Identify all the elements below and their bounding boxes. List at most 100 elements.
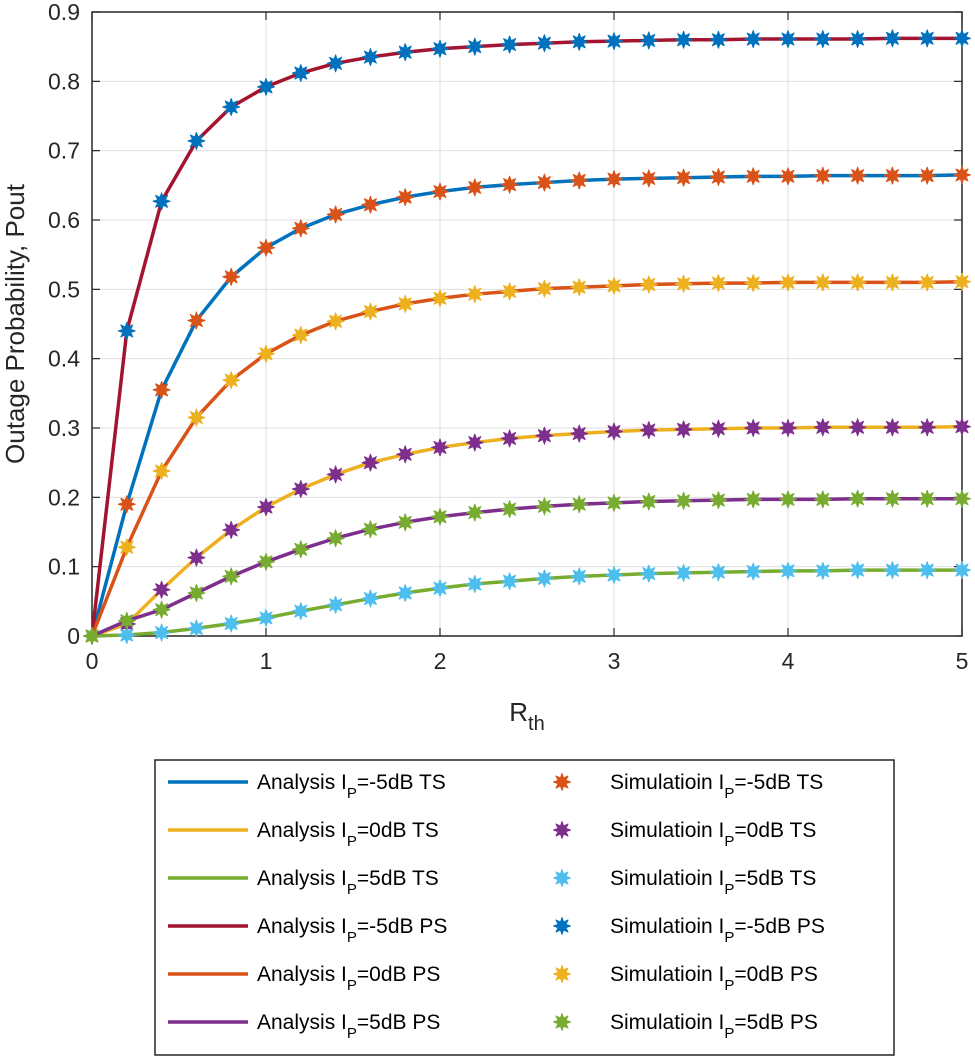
data-point xyxy=(605,32,623,51)
legend-marker-swatch xyxy=(553,773,571,791)
data-point xyxy=(848,166,867,185)
data-point xyxy=(883,561,902,580)
legend-label: Analysis IP=5dB PS xyxy=(257,1011,440,1042)
data-point xyxy=(396,513,415,532)
data-point xyxy=(117,495,136,514)
data-point xyxy=(883,29,902,48)
y-tick-label: 0.7 xyxy=(48,138,80,164)
legend-label: Analysis IP=0dB PS xyxy=(257,963,440,994)
data-point xyxy=(361,589,380,608)
data-point xyxy=(570,32,589,51)
data-point xyxy=(779,30,797,49)
data-point xyxy=(465,285,484,304)
data-point xyxy=(848,561,867,580)
y-tick-label: 0.1 xyxy=(48,554,80,580)
data-point xyxy=(883,273,902,292)
x-tick-label: 5 xyxy=(956,648,969,674)
data-point xyxy=(744,419,763,437)
data-point xyxy=(117,611,136,630)
legend-item-ps_5: Analysis IP=5dB PS xyxy=(168,1011,440,1042)
legend-label: Analysis IP=-5dB TS xyxy=(257,771,446,802)
data-point xyxy=(744,490,763,509)
legend-label: Simulatioin IP=-5dB PS xyxy=(610,915,825,946)
legend-item-sim_ts_5: Simulatioin IP=5dB TS xyxy=(553,867,816,898)
data-point xyxy=(187,408,206,427)
data-point xyxy=(674,563,693,582)
y-tick-label: 0.8 xyxy=(48,68,80,94)
data-point xyxy=(257,77,275,96)
data-point xyxy=(465,503,484,522)
legend-marker-swatch xyxy=(553,1013,571,1031)
data-point xyxy=(257,608,275,627)
data-point xyxy=(465,575,484,593)
data-point xyxy=(605,276,623,295)
data-point xyxy=(674,30,693,49)
series-line-ps_m5 xyxy=(90,36,964,638)
y-tick-label: 0.5 xyxy=(48,276,80,302)
data-point xyxy=(744,167,763,186)
data-point xyxy=(918,273,937,292)
data-point xyxy=(883,166,902,185)
y-axis-title: Outage Probability, Pout xyxy=(0,183,30,464)
data-point xyxy=(953,29,971,48)
data-point xyxy=(326,595,345,614)
legend-item-ts_0: Analysis IP=0dB TS xyxy=(168,819,439,850)
data-point xyxy=(431,182,449,201)
grid-lines xyxy=(92,12,962,636)
legend-item-ts_m5: Analysis IP=-5dB TS xyxy=(168,771,446,802)
analysis-lines xyxy=(90,36,964,638)
data-point xyxy=(570,424,589,443)
y-tick-label: 0.2 xyxy=(48,484,80,510)
data-point xyxy=(500,35,519,54)
data-point xyxy=(709,491,728,510)
data-point xyxy=(535,173,554,192)
data-point xyxy=(396,584,415,603)
series-markers-sim_ts_m5 xyxy=(83,165,971,645)
data-point xyxy=(257,552,275,571)
y-tick-label: 0.3 xyxy=(48,415,80,441)
data-point xyxy=(500,572,519,591)
data-point xyxy=(152,380,171,399)
legend-item-sim_ps_0: Simulatioin IP=0dB PS xyxy=(553,963,818,994)
data-point xyxy=(744,274,763,293)
data-point xyxy=(326,465,345,484)
legend-marker-swatch xyxy=(553,965,571,983)
data-point xyxy=(535,426,554,445)
legend-item-sim_ps_m5: Simulatioin IP=-5dB PS xyxy=(553,915,825,946)
data-point xyxy=(709,563,728,582)
data-point xyxy=(500,500,519,519)
data-point xyxy=(291,540,310,559)
series-markers-sim_ts_5 xyxy=(83,561,971,645)
data-point xyxy=(570,278,589,297)
y-tick-label: 0 xyxy=(67,623,80,649)
data-point xyxy=(779,490,797,509)
data-point xyxy=(257,344,275,363)
simulation-markers xyxy=(83,29,971,645)
data-point xyxy=(709,168,728,187)
data-point xyxy=(813,561,832,580)
legend-marker-swatch xyxy=(553,821,571,839)
y-tick-label: 0.6 xyxy=(48,207,80,233)
data-point xyxy=(918,166,937,185)
legend-entries: Analysis IP=-5dB TS Analysis IP=0dB TS Ana… xyxy=(168,771,825,1042)
data-point xyxy=(291,480,310,499)
x-tick-label: 4 xyxy=(782,648,795,674)
data-point xyxy=(500,175,519,194)
legend-label: Simulatioin IP=0dB TS xyxy=(610,819,816,850)
data-point xyxy=(639,275,658,294)
data-point xyxy=(674,420,693,439)
data-point xyxy=(187,131,206,150)
data-point xyxy=(570,567,589,586)
data-point xyxy=(326,529,345,548)
series-markers-sim_ps_0 xyxy=(83,272,971,645)
data-point xyxy=(396,43,415,62)
data-point xyxy=(779,167,797,186)
series-markers-sim_ts_0 xyxy=(83,417,971,645)
data-point xyxy=(396,188,415,207)
legend-item-sim_ps_5: Simulatioin IP=5dB PS xyxy=(553,1011,818,1042)
data-point xyxy=(117,321,136,340)
data-point xyxy=(222,567,241,586)
data-point xyxy=(152,461,171,480)
data-point xyxy=(779,419,797,437)
